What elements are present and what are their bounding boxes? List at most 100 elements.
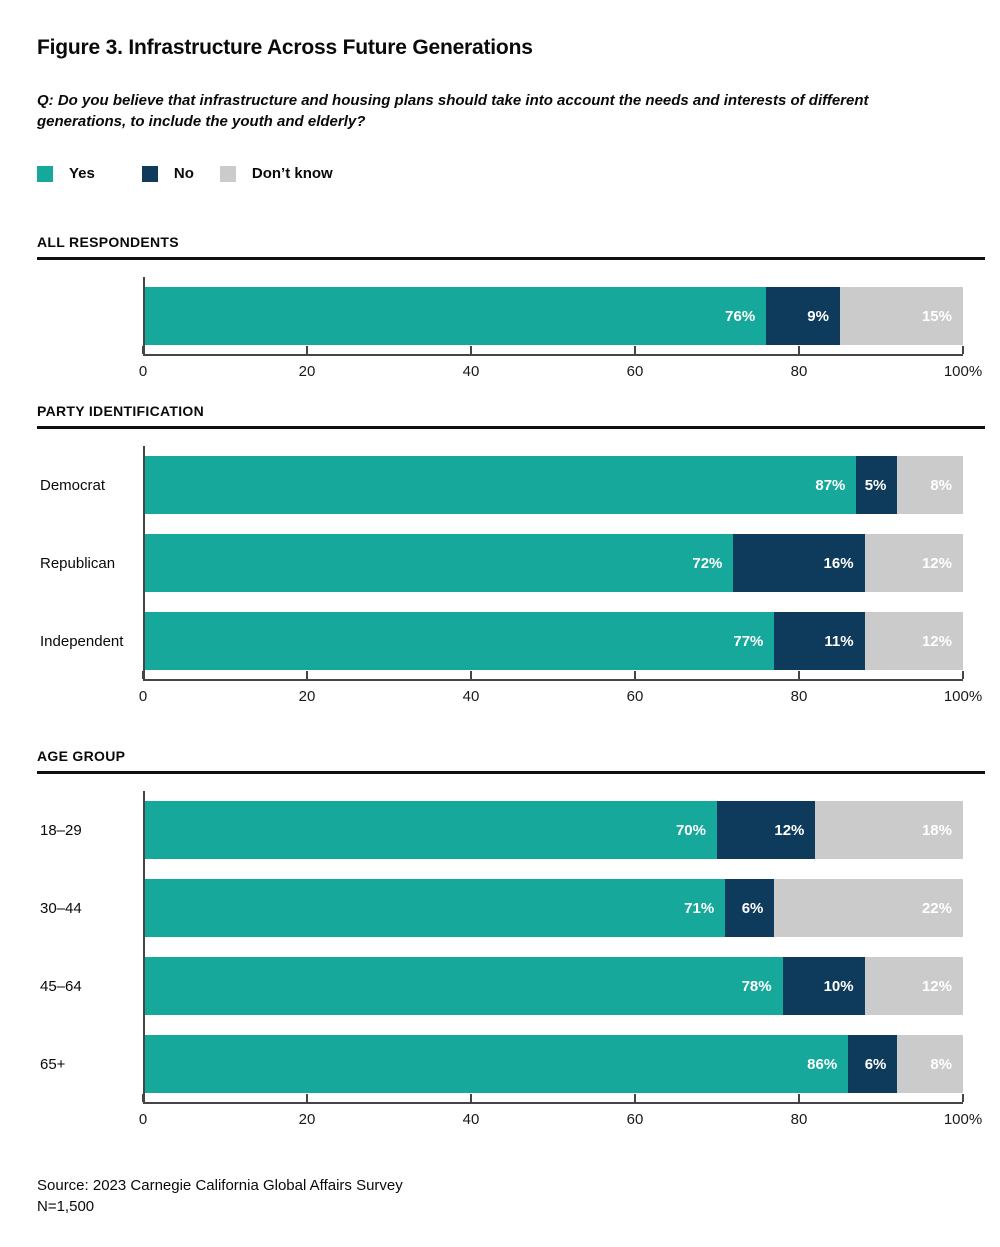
bar-value-label: 16% [823,554,854,572]
axis-tick [962,671,964,679]
source-note: Source: 2023 Carnegie California Global … [37,1175,1000,1217]
section-rule [37,426,985,429]
section-header-party-identification: PARTY IDENTIFICATION [37,403,204,419]
stacked-bar: 78% 10% 12% [143,957,963,1015]
bar-row: 45–64 78% 10% 12% [37,957,963,1015]
stacked-bar: 86% 6% 8% [143,1035,963,1093]
category-label: 65+ [40,1055,66,1073]
bar-segment-yes: 87% [143,456,857,514]
bar-value-label: 6% [741,899,764,917]
section-age-group: AGE GROUP 18–29 70% 12% 18% 30–44 71% 6% 22% 45–… [37,748,1000,1131]
section-rule [37,257,985,260]
category-label: 18–29 [40,821,82,839]
axis-tick-label: 80 [790,688,808,705]
bar-segment-don-t-know: 18% [815,801,963,859]
x-axis [142,1094,964,1104]
axis-tick [470,671,472,679]
axis-tick [470,346,472,354]
section-rule [37,771,985,774]
section-all-respondents: ALL RESPONDENTS 76% 9% 15% 0 20 40 60 80 100% [37,234,1000,383]
bar-segment-no: 16% [733,534,865,592]
y-axis [143,446,145,681]
legend-item-yes: Yes [37,165,95,182]
bar-segment-no: 5% [856,456,898,514]
axis-tick [798,346,800,354]
bar-value-label: 77% [733,632,764,650]
section-party-identification: PARTY IDENTIFICATION Democrat 87% 5% 8% Repu… [37,403,1000,708]
bar-value-label: 87% [815,476,846,494]
bar-segment-yes: 70% [143,801,717,859]
bar-value-label: 12% [921,554,952,572]
bar-value-label: 70% [675,821,706,839]
x-axis-labels: 0 20 40 60 80 100% [139,363,982,383]
stacked-bar: 72% 16% 12% [143,534,963,592]
yes-swatch-icon [37,165,53,182]
figure-page: Figure 3. Infrastructure Across Future G… [37,36,1000,1217]
bar-value-label: 22% [921,899,952,917]
category-label: Independent [40,632,124,650]
no-swatch-icon [141,165,158,182]
axis-tick-label: 60 [626,688,644,705]
category-label: Democrat [40,476,106,494]
axis-tick [634,1094,636,1102]
bar-value-label: 5% [864,476,887,494]
axis-tick-label: 40 [462,688,480,705]
x-axis-labels: 0 20 40 60 80 100% [139,1111,982,1131]
bar-row: Republican 72% 16% 12% [37,534,963,592]
legend-label-no: No [173,165,194,182]
bar-row: 30–44 71% 6% 22% [37,879,963,937]
bar-segment-yes: 71% [143,879,726,937]
stacked-bar: 77% 11% 12% [143,612,963,670]
axis-tick-label: 0 [138,363,148,380]
bar-value-label: 6% [864,1055,887,1073]
bar-segment-no: 6% [848,1035,898,1093]
bar-segment-don-t-know: 15% [839,287,963,345]
legend-item-dont-know: Don’t know [219,165,333,182]
bar-value-label: 8% [930,476,952,494]
axis-tick [798,1094,800,1102]
chart-age-group: 18–29 70% 12% 18% 30–44 71% 6% 22% 45–64 78% 10% 12… [37,791,982,1131]
bar-value-label: 9% [807,307,829,325]
bar-row: Independent 77% 11% 12% [37,612,963,670]
axis-tick-label: 20 [298,363,316,380]
section-header-age-group: AGE GROUP [37,748,126,764]
bar-segment-yes: 86% [143,1035,849,1093]
bar-segment-yes: 77% [143,612,775,670]
chart-party-identification: Democrat 87% 5% 8% Republican 72% 16% 12% Indepe… [37,446,982,708]
x-axis-labels: 0 20 40 60 80 100% [139,688,982,708]
x-axis [142,346,964,356]
section-header-all-respondents: ALL RESPONDENTS [37,234,179,250]
axis-tick-label: 40 [462,363,480,380]
bar-value-label: 11% [824,632,854,650]
figure-title: Figure 3. Infrastructure Across Future G… [37,36,533,59]
axis-tick-label: 80 [790,1111,808,1128]
bar-value-label: 15% [921,307,952,325]
axis-tick [306,671,308,679]
bar-segment-don-t-know: 8% [897,456,963,514]
bar-segment-yes: 78% [143,957,783,1015]
bar-segment-don-t-know: 12% [864,957,963,1015]
category-label: 30–44 [40,899,82,917]
legend-label-yes: Yes [69,165,95,182]
x-axis [142,671,964,681]
axis-tick-label: 0 [138,688,148,705]
axis-tick-label: 100% [943,688,983,705]
axis-tick [962,1094,964,1102]
stacked-bar: 76% 9% 15% [143,287,963,345]
bar-value-label: 72% [692,554,723,572]
axis-tick-label: 20 [298,1111,316,1128]
axis-tick [798,671,800,679]
axis-tick-label: 60 [626,363,644,380]
axis-tick [634,346,636,354]
chart-all-respondents: 76% 9% 15% 0 20 40 60 80 100% [37,277,982,383]
category-label: Republican [40,554,116,572]
bar-row: 65+ 86% 6% 8% [37,1035,963,1093]
bar-segment-yes: 72% [143,534,734,592]
axis-tick [306,1094,308,1102]
axis-tick [962,346,964,354]
source-line: Source: 2023 Carnegie California Global … [37,1177,403,1194]
axis-tick-label: 0 [138,1111,148,1128]
axis-tick-label: 100% [943,1111,983,1128]
survey-question: Q: Do you believe that infrastructure an… [37,90,1000,132]
bar-segment-no: 6% [725,879,775,937]
